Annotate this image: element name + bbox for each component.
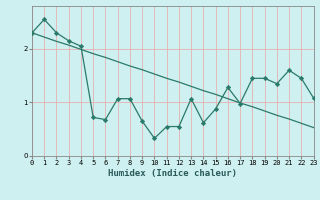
X-axis label: Humidex (Indice chaleur): Humidex (Indice chaleur): [108, 169, 237, 178]
